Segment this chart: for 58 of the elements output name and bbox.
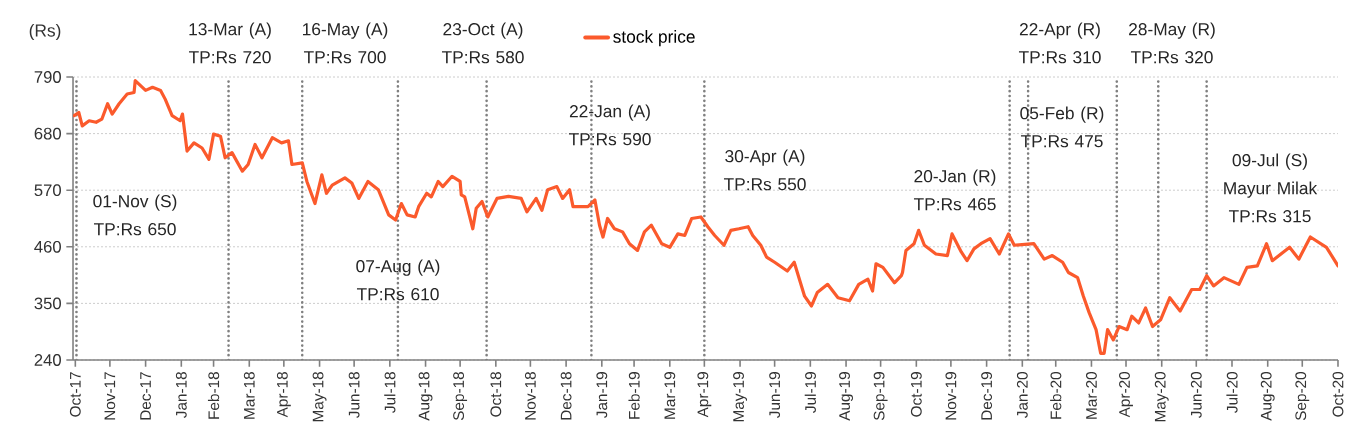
x-tick-label: May-18 (312, 372, 327, 422)
x-tick-label: Sep-18 (453, 372, 468, 421)
x-tick-label: Jun-18 (348, 372, 360, 419)
x-tick-label: Oct-20 (1332, 371, 1344, 417)
ref-line-label: 22-Jan (A) TP:Rs 590 (568, 104, 651, 146)
y-tick-label: 570 (34, 184, 61, 197)
line-series (73, 79, 1338, 355)
x-tick-label: Jul-18 (384, 372, 396, 413)
x-tick-label: Apr-19 (697, 372, 712, 418)
x-tick-label: Apr-18 (276, 372, 291, 418)
x-tick-label: Dec-19 (981, 372, 993, 420)
ref-line-label: 28-May (R) TP:Rs 320 (1129, 22, 1215, 64)
ref-line-label: 01-Nov (S) TP:Rs 650 (93, 194, 177, 236)
x-tick-label: Mar-18 (243, 372, 255, 419)
x-tick-label: Jul-19 (804, 372, 816, 413)
x-tick-label: Jun-20 (1190, 371, 1202, 419)
ref-line-label: 22-Apr (R) TP:Rs 310 (1018, 22, 1101, 64)
x-tick-label: Mar-19 (664, 372, 676, 419)
x-tick-label: Oct-17 (69, 372, 81, 417)
x-tick-label: Aug-19 (839, 372, 853, 421)
x-tick-label: Nov-19 (945, 372, 957, 420)
ref-line-label: 23-Oct (A) TP:Rs 580 (441, 22, 524, 64)
ref-line-label: 20-Jan (R) TP:Rs 465 (913, 169, 996, 211)
x-tick-label: Jan-18 (175, 372, 187, 419)
y-axis-title: (Rs) (29, 23, 61, 41)
y-tick-label: 350 (34, 297, 61, 310)
x-tick-label: Apr-20 (1119, 371, 1133, 418)
x-tick-label: Jan-19 (596, 372, 608, 419)
x-tick-label: Nov-18 (524, 372, 536, 420)
ref-line-label: 16-May (A) TP:Rs 700 (302, 22, 388, 64)
x-tick-label: May-19 (733, 372, 748, 422)
x-tick-label: Oct-19 (910, 372, 922, 417)
y-tick-label: 790 (34, 71, 61, 83)
x-tick-label: May-20 (1154, 371, 1169, 422)
x-tick-label: Sep-20 (1295, 371, 1310, 421)
ref-line-label: 13-Mar (A) TP:Rs 720 (188, 22, 271, 64)
x-tick-label: Aug-18 (418, 372, 433, 421)
ref-line-label: 07-Aug (A) TP:Rs 610 (356, 259, 440, 301)
x-tick-label: Nov-17 (104, 372, 116, 420)
y-tick-label: 460 (34, 240, 61, 253)
ref-line-label: 30-Apr (A) TP:Rs 550 (723, 149, 806, 191)
x-tick-label: Jul-20 (1226, 371, 1238, 413)
x-tick-label: Feb-19 (628, 372, 640, 419)
x-tick-label: Dec-17 (140, 372, 151, 420)
x-tick-label: Jun-19 (769, 372, 781, 419)
y-tick-label: 240 (34, 354, 61, 366)
x-tick-label: Sep-19 (873, 372, 888, 421)
ref-line-label: 09-Jul (S) Mayur Milak TP:Rs 315 (1224, 153, 1318, 223)
y-tick-label: 680 (34, 127, 61, 140)
ref-line-label: 05-Feb (R) TP:Rs 475 (1020, 106, 1104, 148)
x-tick-label: Mar-20 (1086, 371, 1097, 419)
x-tick-label: Feb-20 (1050, 371, 1062, 419)
x-tick-label: Feb-18 (207, 372, 220, 419)
legend-label: stock price (613, 30, 695, 47)
x-tick-label: Dec-18 (560, 372, 572, 420)
x-tick-label: Oct-18 (490, 372, 502, 417)
x-tick-label: Jan-20 (1016, 371, 1028, 419)
x-tick-label: Aug-20 (1260, 371, 1275, 421)
